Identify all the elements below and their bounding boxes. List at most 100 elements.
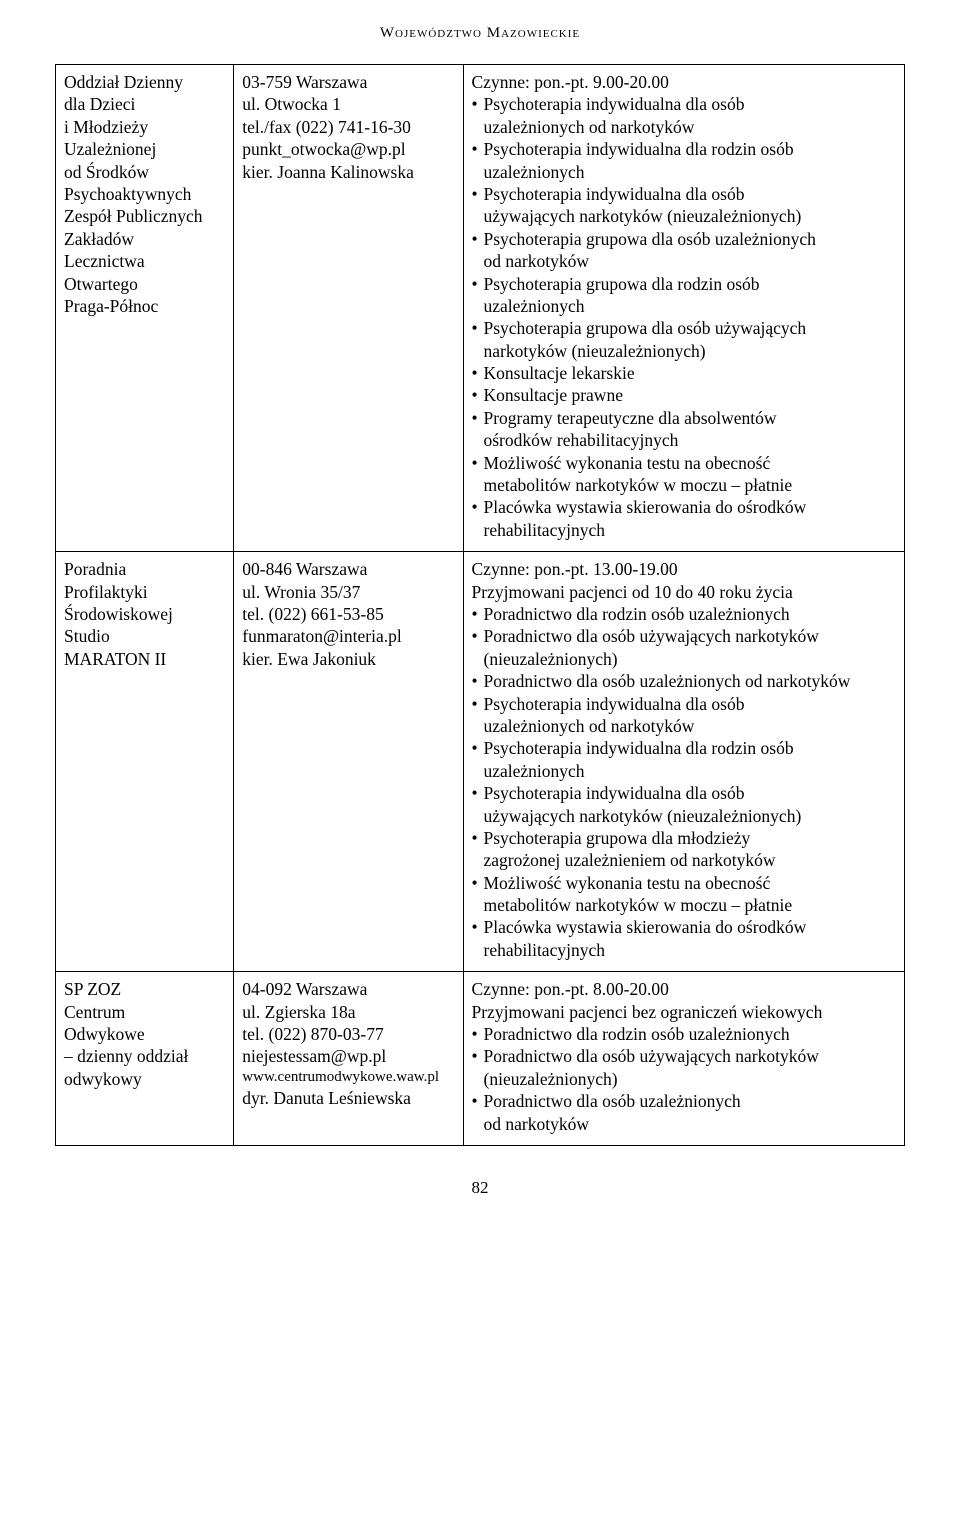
facility-name-line: Lecznictwa bbox=[64, 250, 225, 272]
service-item-line: rehabilitacyjnych bbox=[484, 939, 897, 961]
service-item-line: Możliwość wykonania testu na obecność bbox=[484, 872, 897, 894]
facility-address-line: 04-092 Warszawa bbox=[242, 978, 454, 1000]
service-item: Psychoterapia indywidualna dla osóbuzale… bbox=[472, 93, 897, 138]
facility-address-line: ul. Otwocka 1 bbox=[242, 93, 454, 115]
service-item: Psychoterapia indywidualna dla rodzin os… bbox=[472, 138, 897, 183]
service-item-line: Psychoterapia indywidualna dla osób bbox=[484, 183, 897, 205]
facility-services-cell: Czynne: pon.-pt. 8.00-20.00Przyjmowani p… bbox=[463, 972, 905, 1146]
services-list: Poradnictwo dla rodzin osób uzależnionyc… bbox=[472, 1023, 897, 1135]
service-item-line: zagrożonej uzależnieniem od narkotyków bbox=[484, 849, 897, 871]
facility-name-line: Oddział Dzienny bbox=[64, 71, 225, 93]
service-item-line: (nieuzależnionych) bbox=[484, 1068, 897, 1090]
facility-name-cell: SP ZOZCentrumOdwykowe– dzienny oddziałod… bbox=[56, 972, 234, 1146]
service-item-line: Poradnictwo dla rodzin osób uzależnionyc… bbox=[484, 1023, 897, 1045]
service-item-line: Możliwość wykonania testu na obecność bbox=[484, 452, 897, 474]
service-item-line: Psychoterapia grupowa dla młodzieży bbox=[484, 827, 897, 849]
facility-name-cell: PoradniaProfilaktykiŚrodowiskowejStudioM… bbox=[56, 552, 234, 972]
facility-name-line: Środowiskowej bbox=[64, 603, 225, 625]
service-item-line: (nieuzależnionych) bbox=[484, 648, 897, 670]
facility-address-line: www.centrumodwykowe.waw.pl bbox=[242, 1068, 454, 1087]
facility-name-line: Psychoaktywnych bbox=[64, 183, 225, 205]
facility-address-line: 00-846 Warszawa bbox=[242, 558, 454, 580]
facility-name-line: i Młodzieży bbox=[64, 116, 225, 138]
facility-services-cell: Czynne: pon.-pt. 13.00-19.00Przyjmowani … bbox=[463, 552, 905, 972]
facility-address-line: kier. Ewa Jakoniuk bbox=[242, 648, 454, 670]
facility-address-line: tel. (022) 661-53-85 bbox=[242, 603, 454, 625]
service-item: Psychoterapia grupowa dla osób używający… bbox=[472, 317, 897, 362]
service-item: Psychoterapia indywidualna dla osóbużywa… bbox=[472, 183, 897, 228]
service-item-line: Konsultacje lekarskie bbox=[484, 362, 897, 384]
services-list: Psychoterapia indywidualna dla osóbuzale… bbox=[472, 93, 897, 541]
opening-hours: Czynne: pon.-pt. 9.00-20.00 bbox=[472, 71, 897, 93]
table-row: Oddział Dziennydla Dziecii MłodzieżyUzal… bbox=[56, 65, 905, 552]
service-item-line: Poradnictwo dla osób używających narkoty… bbox=[484, 625, 897, 647]
facility-name-line: Odwykowe bbox=[64, 1023, 225, 1045]
service-item-line: Poradnictwo dla osób uzależnionych bbox=[484, 1090, 897, 1112]
service-item-line: Psychoterapia indywidualna dla osób bbox=[484, 93, 897, 115]
facility-name-line: Praga-Północ bbox=[64, 295, 225, 317]
service-item-line: Programy terapeutyczne dla absolwentów bbox=[484, 407, 897, 429]
facility-address-line: niejestessam@wp.pl bbox=[242, 1045, 454, 1067]
service-item-line: Konsultacje prawne bbox=[484, 384, 897, 406]
facility-name-line: Zakładów bbox=[64, 228, 225, 250]
page-number: 82 bbox=[55, 1178, 905, 1198]
service-item-line: używających narkotyków (nieuzależnionych… bbox=[484, 805, 897, 827]
facility-address-cell: 03-759 Warszawaul. Otwocka 1tel./fax (02… bbox=[234, 65, 463, 552]
service-item: Psychoterapia grupowa dla rodzin osóbuza… bbox=[472, 273, 897, 318]
facility-address-line: ul. Wronia 35/37 bbox=[242, 581, 454, 603]
service-item-line: Poradnictwo dla osób używających narkoty… bbox=[484, 1045, 897, 1067]
facility-address-line: punkt_otwocka@wp.pl bbox=[242, 138, 454, 160]
facility-name-line: Otwartego bbox=[64, 273, 225, 295]
service-item: Placówka wystawia skierowania do ośrodkó… bbox=[472, 916, 897, 961]
service-item: Poradnictwo dla osób uzależnionych od na… bbox=[472, 670, 897, 692]
facility-address-line: 03-759 Warszawa bbox=[242, 71, 454, 93]
region-header: Województwo Mazowieckie bbox=[55, 25, 905, 42]
facility-address-cell: 04-092 Warszawaul. Zgierska 18atel. (022… bbox=[234, 972, 463, 1146]
facility-name-line: Uzależnionej bbox=[64, 138, 225, 160]
service-item-line: Psychoterapia grupowa dla rodzin osób bbox=[484, 273, 897, 295]
service-item: Poradnictwo dla osób używających narkoty… bbox=[472, 1045, 897, 1090]
service-item: Poradnictwo dla osób używających narkoty… bbox=[472, 625, 897, 670]
service-item-line: uzależnionych bbox=[484, 295, 897, 317]
service-item: Konsultacje prawne bbox=[472, 384, 897, 406]
service-item-line: narkotyków (nieuzależnionych) bbox=[484, 340, 897, 362]
service-item: Placówka wystawia skierowania do ośrodkó… bbox=[472, 496, 897, 541]
service-item-line: Placówka wystawia skierowania do ośrodkó… bbox=[484, 496, 897, 518]
facility-name-line: dla Dzieci bbox=[64, 93, 225, 115]
service-item-line: uzależnionych bbox=[484, 161, 897, 183]
facility-name-cell: Oddział Dziennydla Dziecii MłodzieżyUzal… bbox=[56, 65, 234, 552]
service-item-line: od narkotyków bbox=[484, 1113, 897, 1135]
service-item-line: Poradnictwo dla rodzin osób uzależnionyc… bbox=[484, 603, 897, 625]
service-item-line: metabolitów narkotyków w moczu – płatnie bbox=[484, 474, 897, 496]
facility-name-line: Studio bbox=[64, 625, 225, 647]
facility-address-line: kier. Joanna Kalinowska bbox=[242, 161, 454, 183]
facility-name-line: Profilaktyki bbox=[64, 581, 225, 603]
service-item: Poradnictwo dla osób uzależnionychod nar… bbox=[472, 1090, 897, 1135]
service-item: Programy terapeutyczne dla absolwentówoś… bbox=[472, 407, 897, 452]
facility-name-line: SP ZOZ bbox=[64, 978, 225, 1000]
service-item-line: Placówka wystawia skierowania do ośrodkó… bbox=[484, 916, 897, 938]
facility-address-line: ul. Zgierska 18a bbox=[242, 1001, 454, 1023]
service-item: Psychoterapia indywidualna dla osóbuzale… bbox=[472, 693, 897, 738]
service-item-line: Psychoterapia indywidualna dla rodzin os… bbox=[484, 737, 897, 759]
service-item: Poradnictwo dla rodzin osób uzależnionyc… bbox=[472, 603, 897, 625]
service-item-line: Psychoterapia grupowa dla osób uzależnio… bbox=[484, 228, 897, 250]
facility-address-cell: 00-846 Warszawaul. Wronia 35/37tel. (022… bbox=[234, 552, 463, 972]
facility-name-line: – dzienny oddział bbox=[64, 1045, 225, 1067]
facility-address-line: funmaraton@interia.pl bbox=[242, 625, 454, 647]
service-item-line: uzależnionych od narkotyków bbox=[484, 715, 897, 737]
opening-hours: Czynne: pon.-pt. 13.00-19.00 bbox=[472, 558, 897, 580]
service-item-line: rehabilitacyjnych bbox=[484, 519, 897, 541]
service-item-line: Psychoterapia indywidualna dla osób bbox=[484, 782, 897, 804]
service-item-line: od narkotyków bbox=[484, 250, 897, 272]
service-item-line: uzależnionych od narkotyków bbox=[484, 116, 897, 138]
service-item: Konsultacje lekarskie bbox=[472, 362, 897, 384]
table-row: PoradniaProfilaktykiŚrodowiskowejStudioM… bbox=[56, 552, 905, 972]
service-item-line: metabolitów narkotyków w moczu – płatnie bbox=[484, 894, 897, 916]
service-item-line: Psychoterapia indywidualna dla osób bbox=[484, 693, 897, 715]
service-item-line: Psychoterapia indywidualna dla rodzin os… bbox=[484, 138, 897, 160]
service-item: Psychoterapia indywidualna dla rodzin os… bbox=[472, 737, 897, 782]
facility-name-line: Zespół Publicznych bbox=[64, 205, 225, 227]
service-item-line: uzależnionych bbox=[484, 760, 897, 782]
service-item: Psychoterapia indywidualna dla osóbużywa… bbox=[472, 782, 897, 827]
